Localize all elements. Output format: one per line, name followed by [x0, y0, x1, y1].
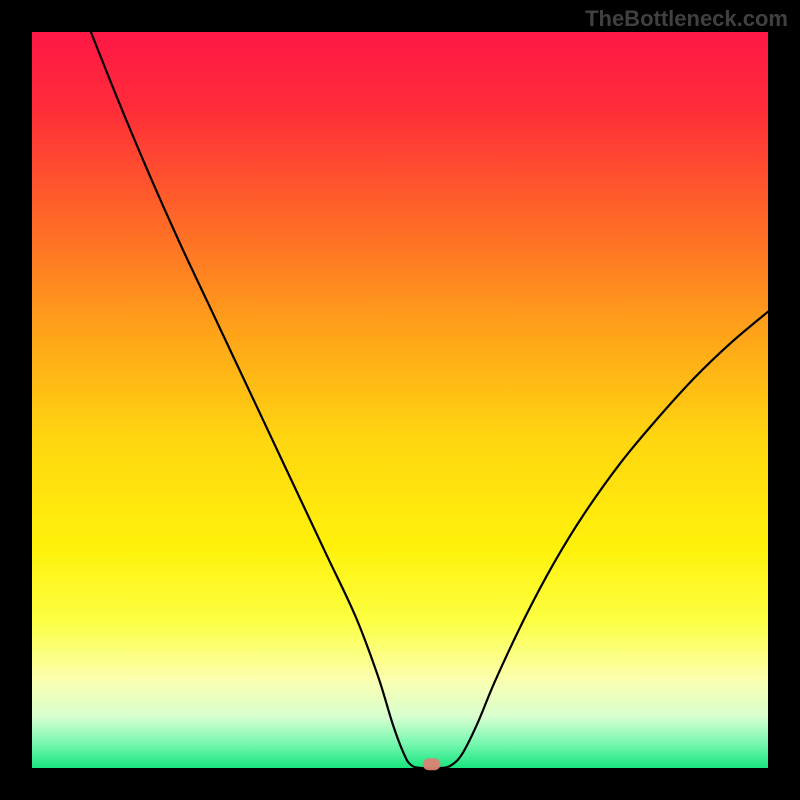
optimal-marker: [423, 758, 441, 770]
chart-container: TheBottleneck.com: [0, 0, 800, 800]
plot-background-gradient: [32, 32, 768, 768]
watermark-text: TheBottleneck.com: [585, 6, 788, 32]
chart-svg: [0, 0, 800, 800]
